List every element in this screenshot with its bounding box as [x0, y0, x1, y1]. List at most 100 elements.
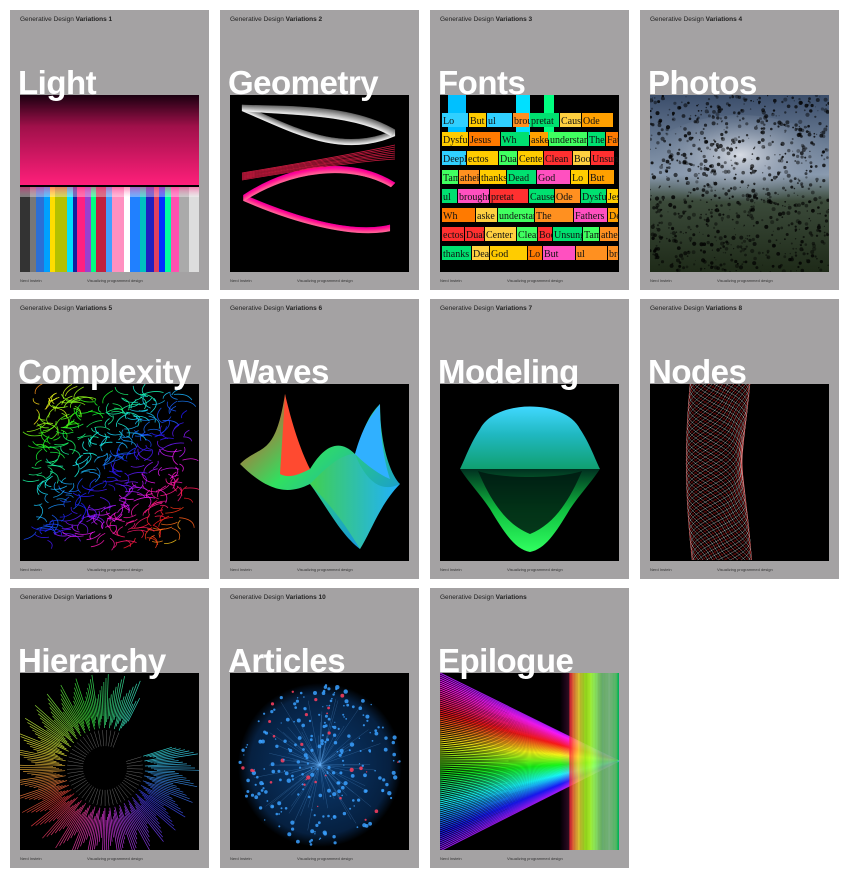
poster-author: Nerd Instein: [440, 567, 462, 572]
poster-complexity[interactable]: Generative Design Variations 5 Complexit…: [10, 299, 209, 579]
poster-artwork: [20, 95, 199, 272]
svg-text:Center: Center: [519, 154, 546, 165]
svg-text:But: But: [544, 249, 559, 260]
svg-text:brought: brought: [459, 192, 490, 203]
svg-text:The: The: [589, 135, 605, 146]
svg-text:Jesus: Jesus: [470, 135, 491, 146]
poster-title: Hierarchy: [18, 642, 166, 679]
poster-artwork: [440, 673, 619, 850]
poster-author: Nerd Instein: [230, 278, 252, 283]
poster-title: Light: [18, 64, 97, 101]
svg-text:Cause: Cause: [530, 192, 555, 203]
svg-text:Tam: Tam: [584, 230, 602, 241]
poster-title: Nodes: [648, 353, 747, 390]
svg-text:understand: understand: [550, 135, 594, 146]
poster-series-label: Generative Design Variations 3: [440, 16, 533, 23]
svg-text:God: God: [538, 173, 555, 184]
poster-subtitle: Visualizing programmed design: [297, 856, 353, 861]
svg-text:ul: ul: [577, 249, 585, 260]
poster-title: Complexity: [18, 353, 191, 390]
svg-text:Lo: Lo: [572, 173, 583, 184]
poster-artwork: [230, 673, 409, 850]
poster-fonts[interactable]: Generative Design Variations 3 Lo But ul br…: [430, 10, 629, 290]
poster-series-label: Generative Design Variations: [440, 594, 527, 601]
poster-nodes[interactable]: Generative Design Variations 8 Nodes Ner…: [640, 299, 839, 579]
svg-text:Lo: Lo: [529, 249, 540, 260]
svg-text:Fathers: Fathers: [575, 211, 605, 222]
svg-text:ectos: ectos: [468, 154, 489, 165]
svg-text:Ode: Ode: [556, 192, 573, 203]
poster-series-label: Generative Design Variations 10: [230, 594, 326, 601]
poster-hierarchy[interactable]: Generative Design Variations 9 Hierarchy…: [10, 588, 209, 868]
poster-author: Nerd Instein: [230, 567, 252, 572]
poster-subtitle: Visualizing programmed design: [297, 278, 353, 283]
svg-text:thanks: thanks: [443, 249, 469, 260]
svg-text:Wh: Wh: [443, 211, 457, 222]
svg-text:God: God: [491, 249, 508, 260]
svg-text:The: The: [536, 211, 552, 222]
svg-text:Unsung: Unsung: [554, 230, 585, 241]
svg-text:Dysfu: Dysfu: [443, 135, 467, 146]
poster-title: Geometry: [228, 64, 379, 101]
svg-text:Duals: Duals: [466, 230, 489, 241]
svg-text:Dead: Dead: [508, 173, 529, 184]
poster-artwork: [20, 673, 199, 850]
poster-author: Nerd Instein: [650, 567, 672, 572]
poster-series-label: Generative Design Variations 5: [20, 305, 113, 312]
poster-title: Epilogue: [438, 642, 574, 679]
poster-subtitle: Visualizing programmed design: [87, 856, 143, 861]
svg-text:Dysfu: Dysfu: [582, 192, 606, 203]
poster-artwork: [440, 384, 619, 561]
poster-subtitle: Visualizing programmed design: [507, 856, 563, 861]
poster-artwork: [20, 384, 199, 561]
poster-series-label: Generative Design Variations 8: [650, 305, 743, 312]
svg-text:Wh: Wh: [502, 135, 516, 146]
poster-subtitle: Visualizing programmed design: [297, 567, 353, 572]
svg-text:Tam: Tam: [443, 173, 461, 184]
svg-text:atheist: atheist: [601, 230, 619, 241]
poster-title: Modeling: [438, 353, 579, 390]
svg-text:Deeply: Deeply: [443, 154, 472, 165]
poster-subtitle: Visualizing programmed design: [507, 567, 563, 572]
svg-text:Lo: Lo: [443, 116, 454, 127]
svg-text:Clean: Clean: [545, 154, 568, 165]
poster-photos[interactable]: Generative Design Variations 4 Photos Ne: [640, 10, 839, 290]
poster-author: Nerd Instein: [20, 567, 42, 572]
poster-title: Waves: [228, 353, 329, 390]
poster-subtitle: Visualizing programmed design: [717, 278, 773, 283]
svg-text:brought: brought: [514, 116, 545, 127]
poster-title: Fonts: [438, 64, 526, 101]
poster-light[interactable]: Generative Design Variations 1: [10, 10, 209, 290]
poster-modeling[interactable]: Generative Design Variations 7 Modeling …: [430, 299, 629, 579]
svg-text:But: But: [470, 116, 485, 127]
svg-text:ul: ul: [488, 116, 496, 127]
poster-author: Nerd Instein: [440, 278, 462, 283]
poster-subtitle: Visualizing programmed design: [507, 278, 563, 283]
poster-geometry[interactable]: Generative Design Variations 2 Geometry …: [220, 10, 419, 290]
svg-text:pretat: pretat: [531, 116, 554, 127]
svg-text:Cause: Cause: [561, 116, 586, 127]
svg-text:brought: brought: [609, 249, 619, 260]
svg-text:aske: aske: [477, 211, 495, 222]
svg-text:Dead: Dead: [473, 249, 494, 260]
svg-text:ul: ul: [443, 192, 451, 203]
poster-waves[interactable]: Generative Design Variations 6 Waves Ner…: [220, 299, 419, 579]
poster-title: Photos: [648, 64, 757, 101]
poster-series-label: Generative Design Variations 1: [20, 16, 113, 23]
svg-text:Center: Center: [486, 230, 513, 241]
poster-series-label: Generative Design Variations 4: [650, 16, 743, 23]
poster-author: Nerd Instein: [20, 856, 42, 861]
poster-subtitle: Visualizing programmed design: [87, 278, 143, 283]
poster-author: Nerd Instein: [20, 278, 42, 283]
poster-series-label: Generative Design Variations 2: [230, 16, 323, 23]
poster-artwork: Lo But ul brought pretat Cause Ode Dysfu Jesus Wh…: [440, 95, 619, 272]
poster-series-label: Generative Design Variations 6: [230, 305, 323, 312]
poster-author: Nerd Instein: [650, 278, 672, 283]
svg-text:Jesus: Jesus: [608, 192, 619, 203]
poster-artwork: [230, 384, 409, 561]
poster-author: Nerd Instein: [440, 856, 462, 861]
poster-epilogue[interactable]: Generative Design Variations Epilogue Ne…: [430, 588, 629, 868]
svg-text:aske: aske: [531, 135, 549, 146]
poster-articles[interactable]: Generative Design Variations 10 Articles…: [220, 588, 419, 868]
